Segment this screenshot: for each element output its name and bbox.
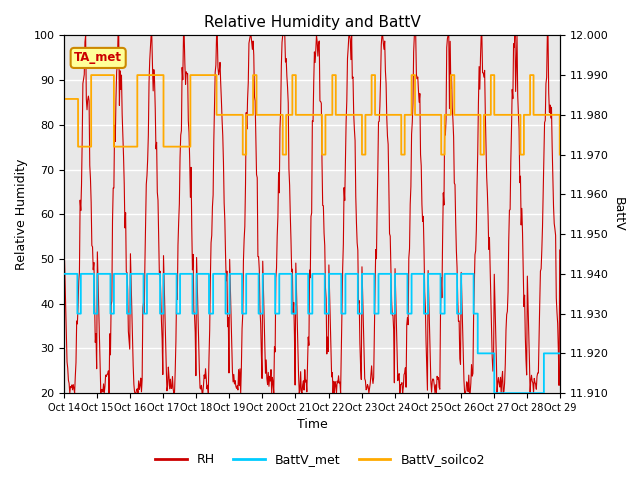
X-axis label: Time: Time [296, 419, 328, 432]
Text: TA_met: TA_met [74, 51, 122, 64]
Y-axis label: BattV: BattV [612, 197, 625, 231]
Legend: RH, BattV_met, BattV_soilco2: RH, BattV_met, BattV_soilco2 [150, 448, 490, 471]
Y-axis label: Relative Humidity: Relative Humidity [15, 158, 28, 270]
Title: Relative Humidity and BattV: Relative Humidity and BattV [204, 15, 420, 30]
